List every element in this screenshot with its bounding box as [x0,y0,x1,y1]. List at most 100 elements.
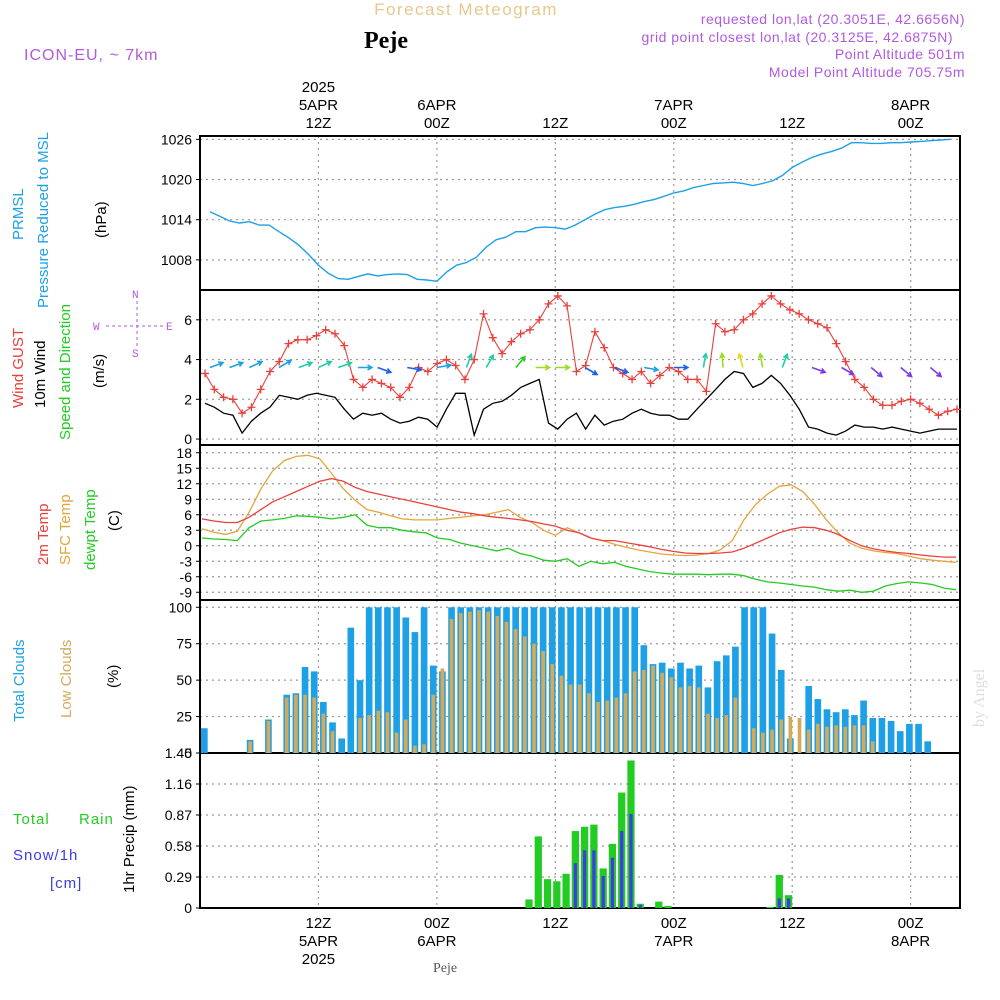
gust-marker [368,375,377,384]
wind-arrow [357,364,374,371]
sfc-title: SFC Temp [57,494,74,565]
low-cloud-bar [632,671,637,753]
snow-bar [610,857,615,908]
time-label-top: 00Z [898,115,924,132]
watermark: by Angel [971,668,988,727]
gust-marker [507,337,516,346]
compass-rose: N W E S [93,290,173,361]
total-cloud-bar [915,723,922,753]
low-cloud-bar [568,684,573,753]
rain-bar [655,901,663,908]
y-tick-label: 0 [184,900,192,916]
low-cloud-bar [294,694,298,753]
total-cloud-bar [374,607,382,753]
rain-bar [553,881,561,908]
low-cloud-bar [596,702,600,753]
point-altitude: Point Altitude 501m [835,46,965,62]
time-label-bottom: 2025 [302,951,335,968]
low-cloud-bar [733,697,738,753]
y-tick-label: -9 [180,584,193,600]
y-tick-label: 6 [184,312,192,328]
total-cloud-bar [420,607,428,753]
low-cloud-bar [815,723,820,753]
wind-arrow [249,360,264,369]
panel-frame [199,752,961,909]
gust-marker [563,301,572,310]
wind-arrow [515,355,526,369]
model-altitude: Model Point Altitude 705.75m [769,64,965,80]
compass-s: S [132,349,139,361]
wind-arrow [377,366,393,374]
low-cloud-bar [403,719,408,753]
snow-bar [601,875,605,908]
total-cloud-bar [201,728,208,753]
gust-marker [405,383,414,392]
gust-marker [377,379,386,388]
y-tick-label: 25 [176,709,192,725]
y-tick-label: -3 [180,553,193,569]
gust-marker [340,341,349,350]
t2m-title: 2m Temp [35,504,52,565]
low-cloud-bar [825,726,829,753]
gust-marker [488,333,497,342]
low-cloud-bar [541,651,545,753]
gust-marker [795,309,804,318]
low-cloud-bar [761,732,765,753]
total-cloud-bar [603,607,611,753]
gust-marker [442,355,451,364]
gust-marker [590,327,599,336]
total-cloud-bar [887,720,895,753]
low-cloud-bar [550,664,555,753]
total-cloud-bar [741,607,748,753]
time-label-top: 8APR [891,97,930,114]
gust-marker [460,375,469,384]
gust-marker [925,405,934,414]
gust-marker [860,383,869,392]
panel-frame [199,135,961,291]
pressure-unit: (hPa) [93,201,110,238]
temp-titles: 2m Temp SFC Temp dewpt Temp (C) [35,489,123,570]
low-cloud-bar [394,732,399,753]
time-label-top: 2025 [302,79,335,96]
rain-bar [543,879,552,908]
gust-marker [228,395,237,404]
total-cloud-bar [393,607,400,753]
gust-marker [813,319,822,328]
low-cloud-bar [678,687,683,753]
low-cloud-bar [696,687,701,753]
gust-marker [628,375,637,384]
gust-marker [600,343,609,352]
wind-arrow [318,360,333,369]
low-cloud-bar [376,710,381,753]
total-cloud-bar [924,741,932,753]
y-tick-label: 1.16 [165,776,192,792]
time-label-bottom: 00Z [898,915,924,932]
low-cloud-bar [468,611,472,753]
low-cloud-bar [587,693,591,753]
y-tick-label: 4 [184,352,192,368]
precip-unit: 1hr Precip (mm) [121,785,138,893]
rain-bar [775,874,783,908]
wind-arrow [929,366,943,378]
total-cloud-bar [384,607,391,753]
gust-marker [739,315,748,324]
low-cloud-bar [367,715,371,753]
time-label-top: 12Z [306,115,332,132]
compass-e: E [166,322,173,334]
low-cloud-bar [513,629,518,753]
gust-marker [312,331,321,340]
gust-marker [915,399,924,408]
gust-marker [275,357,284,366]
low-cloud-bar [495,616,500,753]
total-cloud-bar [585,607,593,753]
y-tick-label: -6 [180,569,193,585]
y-tick-label: 15 [176,460,192,476]
time-label-bottom: 6APR [417,933,456,950]
wind-arrow [436,362,453,369]
gust-marker [470,355,479,364]
panel-frame [199,289,961,446]
time-label-top: 00Z [661,115,687,132]
y-tick-label: 1020 [161,172,192,188]
low-cloud-bar [715,718,719,753]
low-cloud-bar [477,610,481,753]
